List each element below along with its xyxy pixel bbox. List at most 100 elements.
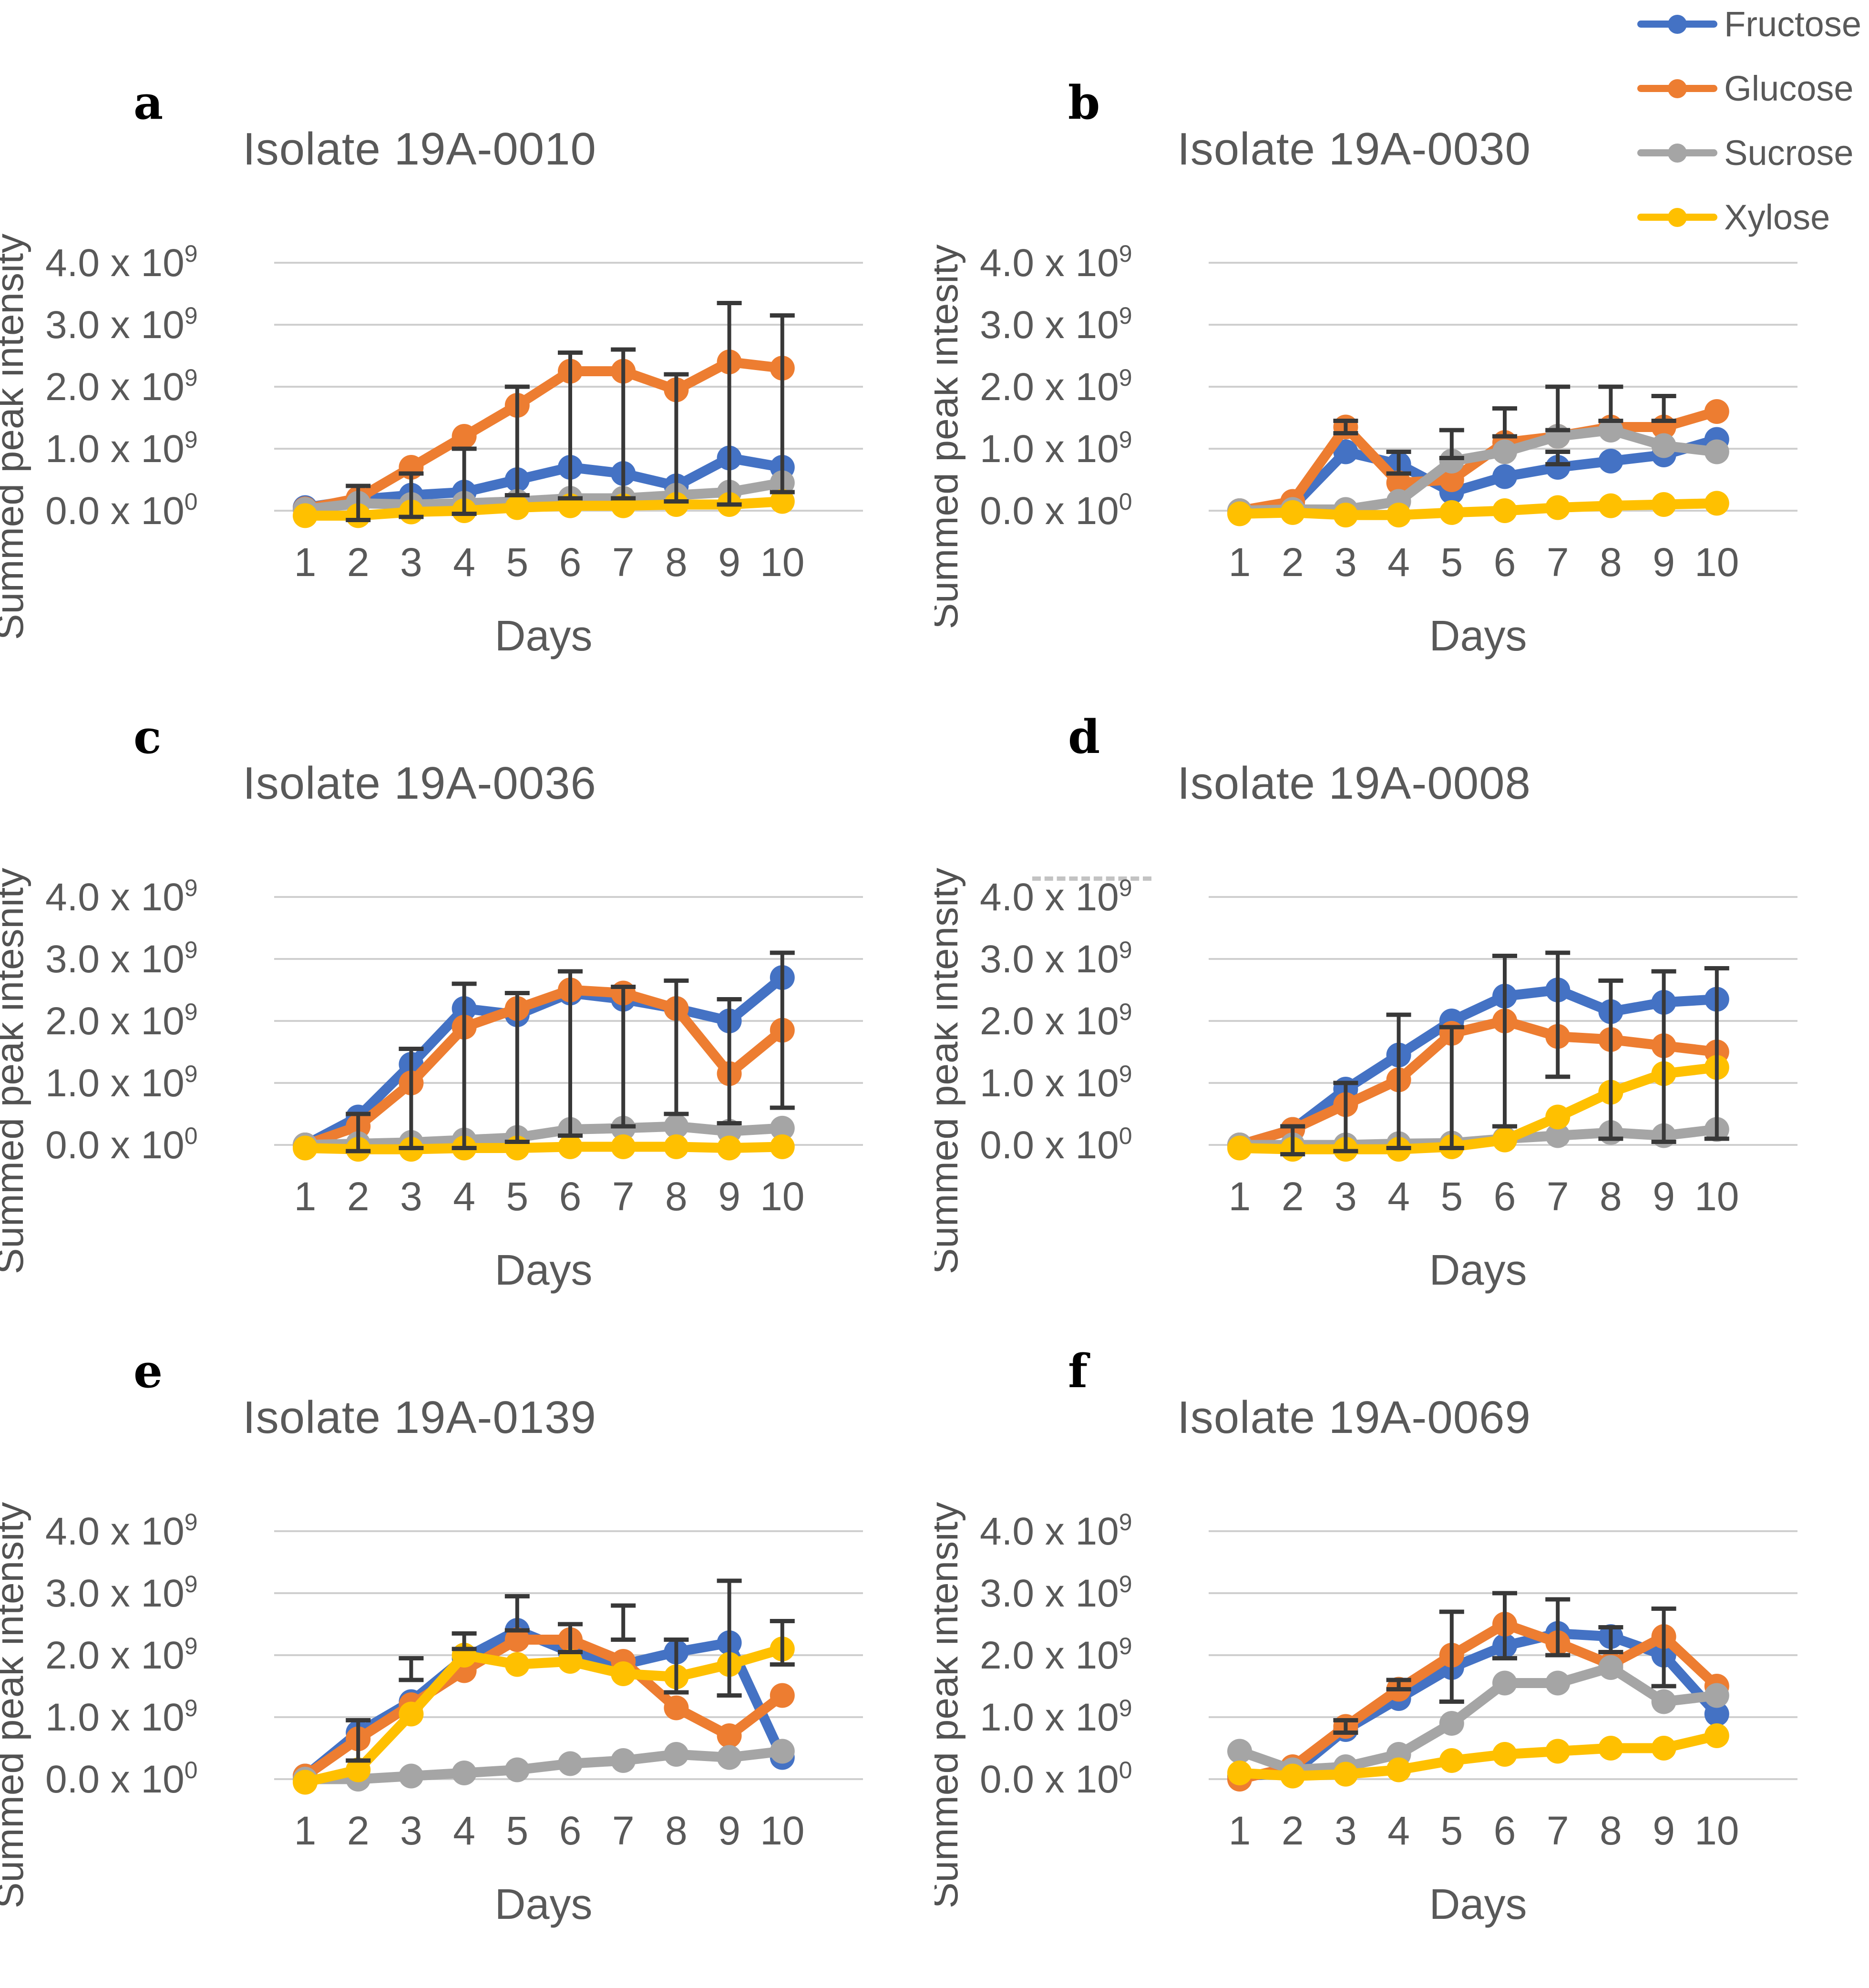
series-marker-sucrose: [770, 1115, 795, 1141]
series-marker-fructose: [1704, 1701, 1729, 1727]
series-marker-xylose: [717, 1135, 742, 1161]
series-marker-xylose: [1545, 495, 1571, 520]
panel-title: Isolate 19A-0008: [1177, 758, 1531, 809]
series-marker-glucose: [664, 1695, 689, 1720]
panel-letter: d: [1068, 710, 1100, 764]
series-marker-xylose: [346, 1757, 371, 1782]
series-marker-xylose: [1598, 493, 1623, 518]
series-marker-xylose: [1492, 1127, 1517, 1153]
chart-svg-isolate-19a-0010: 4.0 x 109 3.0 x 109 2.0 x 109 1.0 x 109 0.0 …: [0, 234, 863, 660]
series-marker-xylose: [770, 1134, 795, 1159]
series-marker-xylose: [1439, 1748, 1464, 1773]
series-marker-sucrose: [1439, 449, 1464, 474]
panel-d: d Isolate 19A-0008 4.0 x 109 3.0 x 109 2.0…: [934, 701, 1869, 1335]
series-marker-xylose: [558, 1649, 583, 1674]
x-tick-label: 8: [1600, 1808, 1622, 1853]
chart-svg-isolate-19a-0139: 4.0 x 109 3.0 x 109 2.0 x 109 1.0 x 109 0.0 …: [0, 1502, 863, 1928]
x-tick-label: 7: [612, 1808, 635, 1853]
panel-title: Isolate 19A-0010: [243, 124, 596, 175]
y-axis-label: Summed peak intensity: [934, 1502, 966, 1908]
x-tick-label: 4: [1387, 1808, 1410, 1853]
x-tick-label: 5: [1440, 540, 1463, 585]
series-line-sucrose: [300, 478, 788, 515]
series-marker-sucrose: [1492, 439, 1517, 464]
chart-svg-isolate-19a-0008: 4.0 x 109 3.0 x 109 2.0 x 109 1.0 x 109 0.0 …: [934, 868, 1797, 1294]
series-marker-xylose: [293, 1770, 318, 1795]
x-tick-label: 9: [718, 1174, 740, 1219]
x-tick-label: 1: [294, 540, 317, 585]
series-marker-xylose: [1280, 500, 1305, 525]
y-tick-label: 0.0 x 100: [45, 1123, 198, 1167]
x-tick-label: 9: [1653, 1174, 1675, 1219]
series-marker-fructose: [1598, 449, 1623, 474]
glucose-line-icon: [1637, 79, 1718, 98]
series-marker-xylose: [1227, 1135, 1252, 1161]
series-marker-xylose: [1227, 1761, 1252, 1785]
y-tick-label: 2.0 x 109: [45, 1633, 198, 1677]
x-tick-label: 9: [718, 540, 740, 585]
series-line-fructose: [300, 453, 788, 513]
y-tick-label: 3.0 x 109: [45, 937, 198, 981]
series-line-xylose: [300, 1142, 788, 1154]
series-marker-fructose: [1333, 439, 1358, 464]
legend-label: Sucrose: [1724, 133, 1854, 173]
series-marker-xylose: [399, 1701, 424, 1727]
x-tick-label: 8: [1600, 540, 1622, 585]
y-tick-label: 0.0 x 100: [45, 488, 198, 533]
series-line-xylose: [1234, 1062, 1722, 1154]
x-axis-label: Days: [1429, 612, 1527, 660]
x-tick-label: 10: [760, 540, 804, 585]
series-line-glucose: [300, 985, 788, 1150]
series-line-glucose: [300, 357, 788, 514]
y-tick-label: 4.0 x 109: [45, 1509, 198, 1553]
y-tick-label: 3.0 x 109: [980, 302, 1132, 347]
y-tick-label: 0.0 x 100: [980, 1123, 1132, 1167]
series-marker-sucrose: [1704, 439, 1729, 464]
x-tick-label: 3: [1335, 540, 1357, 585]
y-tick-label: 1.0 x 109: [980, 426, 1132, 471]
series-marker-xylose: [1386, 503, 1411, 528]
y-tick-label: 2.0 x 109: [45, 999, 198, 1043]
x-tick-label: 2: [347, 540, 370, 585]
series-line-xylose: [300, 496, 788, 521]
x-tick-label: 8: [1600, 1174, 1622, 1219]
series-marker-xylose: [664, 492, 689, 517]
x-tick-label: 4: [453, 1808, 475, 1853]
x-tick-label: 2: [1282, 540, 1304, 585]
x-tick-label: 8: [665, 1808, 688, 1853]
y-tick-label: 1.0 x 109: [980, 1695, 1132, 1739]
series-marker-sucrose: [664, 1114, 689, 1139]
series-marker-xylose: [770, 489, 795, 514]
x-axis-label: Days: [1429, 1881, 1527, 1928]
series-line-fructose: [1234, 985, 1722, 1150]
y-tick-label: 3.0 x 109: [45, 302, 198, 347]
x-tick-label: 6: [559, 1808, 582, 1853]
panel-letter: e: [134, 1344, 163, 1398]
x-tick-label: 10: [1694, 1808, 1739, 1853]
x-tick-label: 10: [1694, 1174, 1739, 1219]
y-tick-label: 4.0 x 109: [45, 875, 198, 919]
panel-title: Isolate 19A-0036: [243, 758, 596, 809]
y-tick-label: 2.0 x 109: [980, 1633, 1132, 1677]
x-tick-label: 2: [347, 1808, 370, 1853]
series-marker-glucose: [504, 1627, 530, 1652]
series-marker-xylose: [1227, 501, 1252, 526]
y-tick-label: 2.0 x 109: [980, 364, 1132, 409]
y-tick-label: 4.0 x 109: [980, 240, 1132, 285]
series-marker-xylose: [558, 1134, 583, 1159]
series-marker-sucrose: [1492, 1670, 1517, 1696]
x-tick-label: 1: [294, 1808, 317, 1853]
series-marker-sucrose: [1704, 1683, 1729, 1708]
series-line-xylose: [1234, 1730, 1722, 1781]
series-marker-sucrose: [1651, 1689, 1676, 1714]
x-tick-label: 10: [760, 1174, 804, 1219]
x-tick-label: 9: [1653, 540, 1675, 585]
x-tick-label: 6: [559, 540, 582, 585]
panel-f: f Isolate 19A-0069 4.0 x 109 3.0 x 109 2.0…: [934, 1335, 1869, 1969]
series-marker-sucrose: [611, 1748, 636, 1773]
y-tick-label: 1.0 x 109: [980, 1061, 1132, 1105]
sucrose-line-icon: [1637, 143, 1718, 163]
x-tick-label: 1: [294, 1174, 317, 1219]
series-marker-glucose: [1386, 470, 1411, 495]
